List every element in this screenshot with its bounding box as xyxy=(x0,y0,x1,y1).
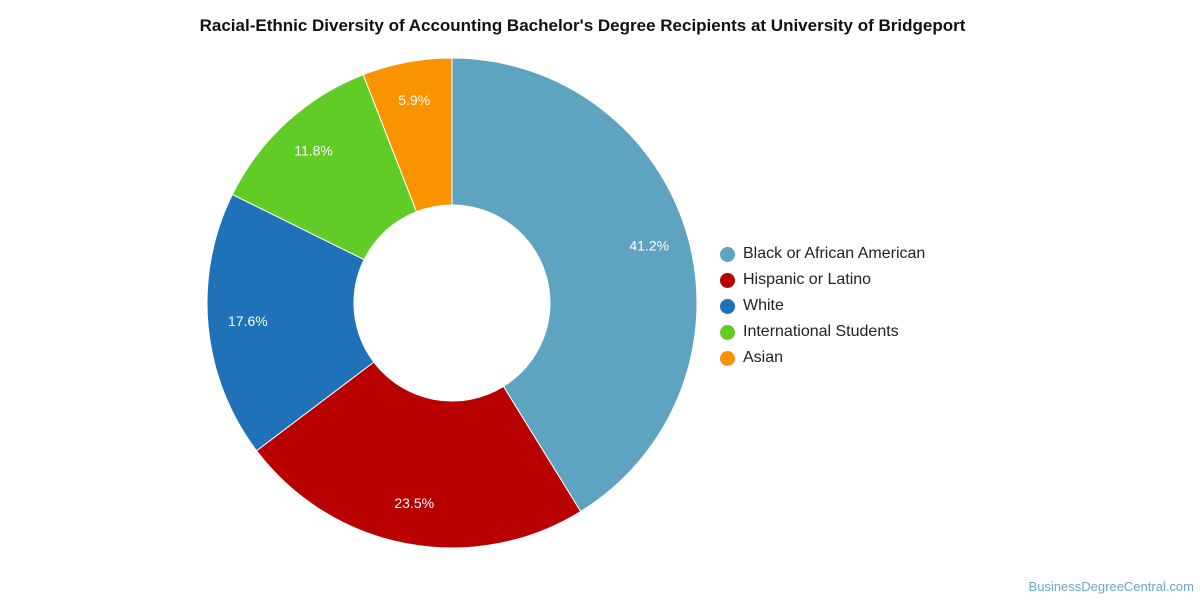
slice-asian[interactable] xyxy=(362,57,453,213)
legend-swatch xyxy=(720,246,735,262)
slice-white[interactable] xyxy=(206,193,375,452)
legend-item[interactable]: White xyxy=(720,293,925,319)
legend-swatch xyxy=(720,350,735,366)
legend-label: White xyxy=(743,297,784,314)
slice-label: 23.5% xyxy=(394,495,434,511)
chart-title: Racial-Ethnic Diversity of Accounting Ba… xyxy=(199,16,966,35)
legend-item[interactable]: Black or African American xyxy=(720,241,925,267)
slice-label: 41.2% xyxy=(629,238,669,254)
slice-international-students[interactable] xyxy=(231,73,418,261)
slice-label: 17.6% xyxy=(228,313,268,329)
legend-label: Hispanic or Latino xyxy=(743,271,872,288)
legend-label: Asian xyxy=(743,349,784,366)
source-credit[interactable]: BusinessDegreeCentral.com xyxy=(1028,579,1194,594)
legend-swatch xyxy=(720,324,735,340)
slice-hispanic-or-latino[interactable] xyxy=(255,361,582,549)
legend-label: International Students xyxy=(743,323,899,340)
slice-label: 5.9% xyxy=(398,92,430,108)
legend-item[interactable]: Hispanic or Latino xyxy=(720,267,925,293)
legend-swatch xyxy=(720,272,735,288)
legend-item[interactable]: International Students xyxy=(720,319,925,345)
slice-black-or-african-american[interactable] xyxy=(451,57,698,513)
legend-swatch xyxy=(720,298,735,314)
slice-label: 11.8% xyxy=(294,143,333,159)
legend-label: Black or African American xyxy=(743,245,926,262)
legend-item[interactable]: Asian xyxy=(720,345,925,371)
chart-legend: Black or African American Hispanic or Lat… xyxy=(720,241,925,371)
